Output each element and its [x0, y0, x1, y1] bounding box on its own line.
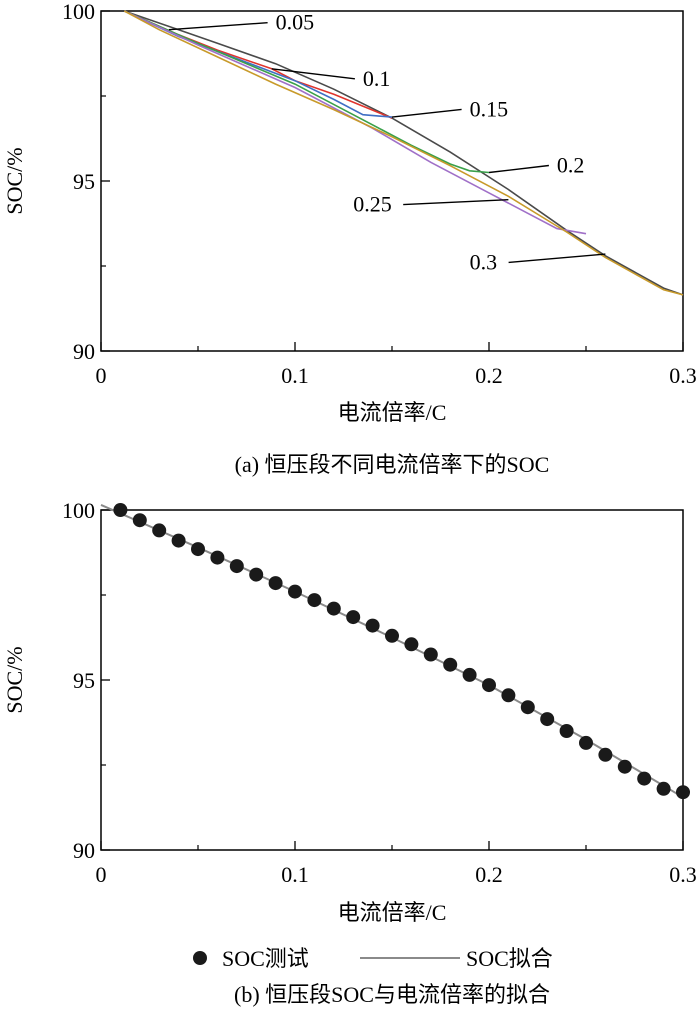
annotation-label-0.2: 0.2 — [557, 153, 585, 178]
panel-b-x-axis-label: 电流倍率/C — [338, 900, 447, 925]
x-tick-label: 0.3 — [669, 363, 697, 388]
scatter-point — [152, 523, 167, 538]
x-tick-label: 0.1 — [281, 363, 309, 388]
panel-b-caption: (b) 恒压段SOC与电流倍率的拟合 — [234, 982, 550, 1007]
annotation-leader-0.3 — [508, 253, 606, 264]
annotation-label-0.3: 0.3 — [470, 249, 498, 274]
annotation-label-0.05: 0.05 — [276, 10, 315, 35]
scatter-point — [520, 700, 535, 715]
scatter-point — [307, 593, 322, 608]
scatter-point — [113, 503, 128, 517]
scatter-point — [171, 533, 186, 548]
scatter-point — [210, 550, 225, 565]
y-tick-label: 100 — [62, 0, 95, 24]
y-tick-label: 90 — [73, 838, 95, 863]
scatter-point — [191, 542, 205, 557]
x-tick-label: 0.2 — [475, 862, 503, 887]
scatter-point — [385, 628, 399, 643]
panel-a-x-axis-label: 电流倍率/C — [338, 400, 447, 425]
panel-b-soc-fit: 0 0.1 0.2 0.3 90 95 100 SOC/% 电流倍率/C SOC测试 SOC… — [2, 498, 697, 1007]
series-line-0.2 — [123, 10, 490, 174]
scatter-point — [656, 781, 671, 796]
series-line-0.1 — [123, 10, 393, 119]
annotation-leader-0.2 — [488, 164, 549, 174]
annotation-leader-0.25 — [403, 199, 509, 206]
panel-a-y-axis-label: SOC/% — [2, 147, 27, 214]
scatter-point — [676, 785, 690, 800]
legend-label-soc-test: SOC测试 — [222, 946, 309, 971]
x-tick-label: 0 — [96, 363, 107, 388]
scatter-point — [365, 618, 380, 633]
y-tick-label: 90 — [73, 339, 95, 364]
panel-b-y-axis-label: SOC/% — [2, 646, 27, 713]
x-tick-label: 0.2 — [475, 363, 503, 388]
scatter-point — [443, 657, 458, 672]
scatter-point — [637, 771, 652, 786]
scatter-point — [540, 712, 555, 727]
series-line-0.25 — [123, 10, 587, 235]
x-tick-label: 0 — [96, 862, 107, 887]
scatter-point — [249, 567, 264, 582]
scatter-point — [579, 735, 593, 750]
panel-a-caption: (a) 恒压段不同电流倍率下的SOC — [235, 452, 550, 477]
x-tick-label: 0.3 — [669, 862, 697, 887]
panel-b-legend: SOC测试 SOC拟合 — [193, 946, 553, 971]
annotation-label-0.25: 0.25 — [353, 192, 392, 217]
y-tick-label: 95 — [73, 668, 95, 693]
series-line-0.05 — [124, 10, 684, 296]
scatter-point — [423, 647, 438, 662]
fit-line — [100, 503, 684, 799]
scatter-point — [482, 678, 496, 693]
legend-marker-soc-test — [193, 951, 207, 965]
scatter-point — [326, 601, 341, 616]
scatter-point — [598, 747, 613, 762]
scatter-point — [559, 724, 574, 738]
y-tick-label: 95 — [73, 169, 95, 194]
scatter-point — [501, 688, 516, 703]
series-line-0.3 — [123, 10, 684, 296]
scatter-point — [346, 610, 361, 625]
annotation-leader-0.15 — [391, 108, 462, 118]
scatter-point — [462, 667, 477, 682]
scatter-point — [617, 759, 632, 774]
legend-label-soc-fit: SOC拟合 — [466, 946, 553, 971]
x-tick-label: 0.1 — [281, 862, 309, 887]
scatter-point — [132, 513, 147, 528]
scatter-point — [268, 576, 283, 591]
y-tick-label: 100 — [62, 498, 95, 523]
scatter-point — [404, 637, 419, 652]
annotation-label-0.1: 0.1 — [363, 66, 391, 91]
scatter-point — [229, 559, 244, 574]
annotation-leader-0.1 — [271, 68, 355, 80]
panel-a-plot-frame — [100, 10, 684, 352]
annotation-label-0.15: 0.15 — [470, 96, 509, 121]
scatter-point — [288, 584, 302, 599]
annotation-leader-0.05 — [168, 22, 268, 31]
panel-b-plot-frame — [100, 509, 684, 851]
